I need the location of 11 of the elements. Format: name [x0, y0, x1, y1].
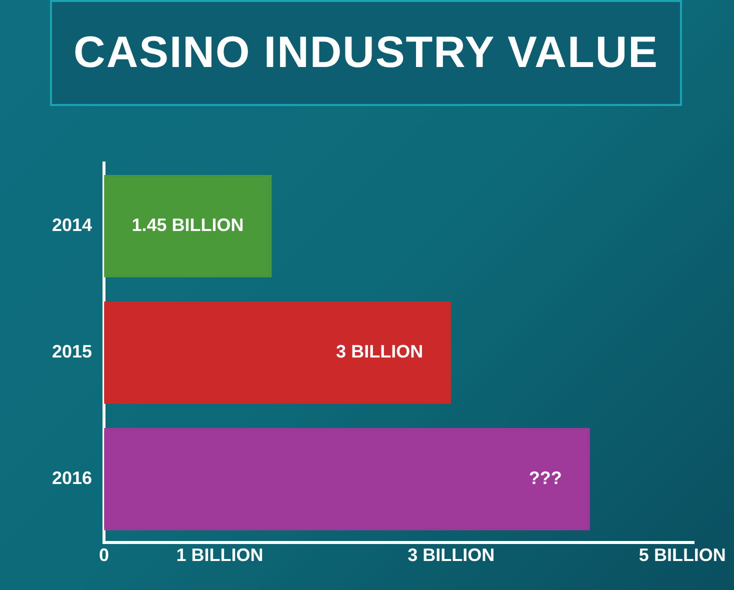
chart-title: CASINO INDUSTRY VALUE [74, 28, 658, 78]
data-label: ??? [528, 468, 562, 488]
y-tick-label: 2014 [52, 215, 92, 236]
y-tick-label: 2015 [52, 342, 92, 362]
x-tick-label: 3 BILLION [408, 545, 495, 566]
y-tick-label: 2016 [52, 468, 92, 488]
data-label: 3 BILLION [336, 342, 424, 362]
x-tick-label: 0 [99, 545, 110, 566]
x-tick-label: 5 BILLION [638, 545, 726, 566]
x-tick-label: 1 BILLION [176, 545, 264, 566]
data-label: 1.45 BILLION [132, 215, 244, 236]
